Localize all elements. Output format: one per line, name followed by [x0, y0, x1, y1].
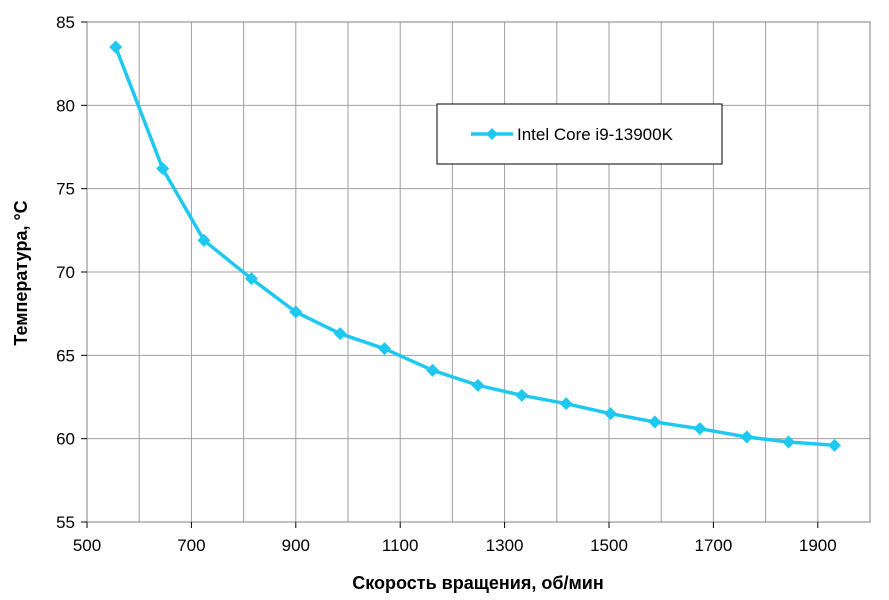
data-point-marker [740, 430, 754, 444]
data-point-marker [426, 363, 440, 377]
legend: Intel Core i9-13900K [436, 103, 723, 165]
y-tick-label: 80 [56, 96, 75, 115]
data-point-marker [156, 162, 170, 176]
data-point-marker [471, 378, 485, 392]
series-layer [109, 40, 842, 452]
data-point-marker [109, 40, 123, 54]
x-axis-title: Скорость вращения, об/мин [352, 573, 604, 593]
x-tick-label: 1900 [799, 536, 837, 555]
data-point-marker [604, 407, 618, 421]
y-tick-label: 75 [56, 180, 75, 199]
x-tick-label: 700 [177, 536, 205, 555]
data-point-marker [289, 305, 303, 319]
data-point-marker [378, 342, 392, 356]
data-point-marker [244, 272, 258, 286]
x-axis-ticks: 500 700 900 1100 1300 1500 1700 1900 [73, 522, 837, 555]
data-point-marker [782, 435, 796, 449]
y-axis-ticks: 55 60 65 70 75 80 85 [56, 13, 87, 532]
x-tick-label: 900 [282, 536, 310, 555]
data-point-marker [515, 388, 529, 402]
x-tick-label: 1100 [382, 536, 419, 555]
legend-marker [486, 128, 498, 140]
y-tick-label: 65 [56, 346, 75, 365]
y-tick-label: 70 [56, 263, 75, 282]
x-tick-label: 1500 [590, 536, 628, 555]
x-tick-label: 1300 [486, 536, 524, 555]
legend-label: Intel Core i9-13900K [517, 125, 674, 144]
y-tick-label: 85 [56, 13, 75, 32]
y-tick-label: 60 [56, 430, 75, 449]
y-axis-title: Температура, °С [11, 200, 31, 345]
data-point-marker [333, 327, 347, 341]
data-point-marker [828, 438, 842, 452]
data-point-marker [197, 233, 211, 247]
data-point-marker [648, 415, 662, 429]
x-tick-label: 500 [73, 536, 101, 555]
data-point-marker [559, 397, 573, 411]
data-point-marker [693, 422, 707, 436]
y-tick-label: 55 [56, 513, 75, 532]
x-tick-label: 1700 [694, 536, 732, 555]
